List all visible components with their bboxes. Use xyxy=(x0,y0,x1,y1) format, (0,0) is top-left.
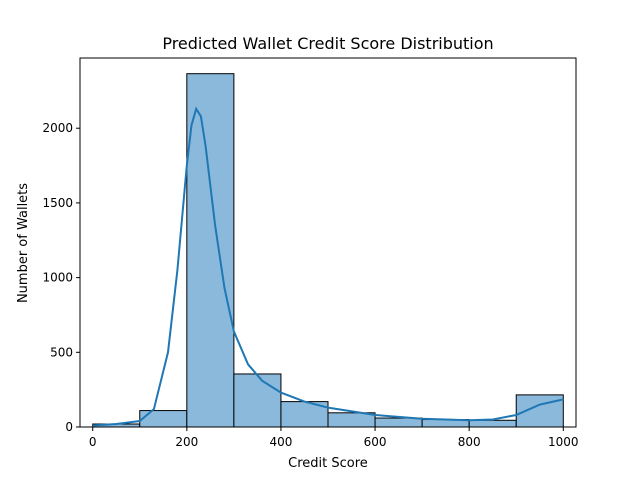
kde-line xyxy=(92,106,564,427)
x-tick-label: 800 xyxy=(458,435,481,449)
x-axis-label: Credit Score xyxy=(288,456,368,471)
y-axis-ticks: 0 500 1000 1500 2000 xyxy=(42,121,80,434)
histogram-bar-3 xyxy=(186,73,235,428)
histogram-bar-7 xyxy=(374,417,423,428)
y-tick-label: 1500 xyxy=(42,196,73,210)
histogram-bar-9 xyxy=(468,419,517,428)
y-tick-label: 500 xyxy=(50,345,73,359)
x-tick-label: 600 xyxy=(364,435,387,449)
histogram-bar-4 xyxy=(233,373,282,428)
x-tick-label: 400 xyxy=(269,435,292,449)
histogram-bar-6 xyxy=(327,412,376,428)
y-tick-label: 2000 xyxy=(42,121,73,135)
x-axis-ticks: 0 200 400 600 800 1000 xyxy=(89,427,579,449)
y-tick-label: 0 xyxy=(65,420,73,434)
x-tick-label: 0 xyxy=(89,435,97,449)
x-tick-label: 200 xyxy=(175,435,198,449)
axes-frame xyxy=(79,57,577,428)
bars-group xyxy=(92,73,564,428)
chart-title: Predicted Wallet Credit Score Distributi… xyxy=(162,34,493,53)
y-axis-label: Number of Wallets xyxy=(16,183,31,303)
y-tick-label: 1000 xyxy=(42,271,73,285)
x-tick-label: 1000 xyxy=(548,435,579,449)
histogram-bar-2 xyxy=(139,410,188,428)
